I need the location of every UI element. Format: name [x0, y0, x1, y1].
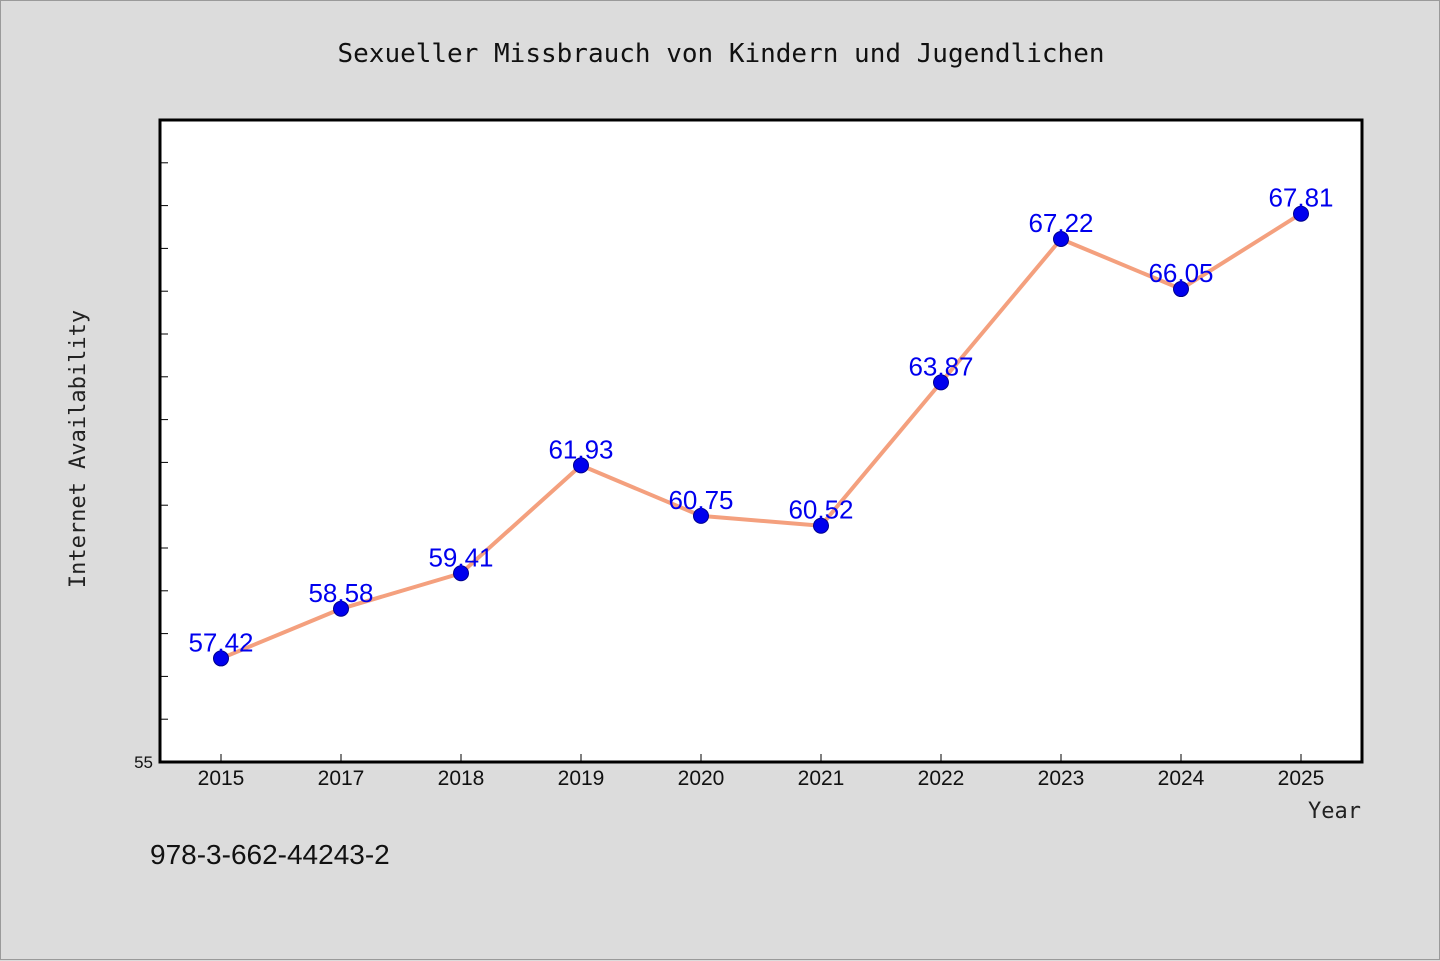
x-tick-label: 2019	[558, 767, 605, 790]
x-tick-label: 2021	[798, 767, 845, 790]
data-point-marker	[933, 374, 949, 391]
y-axis-label: Internet Availability	[66, 310, 91, 588]
x-tick-label: 2017	[318, 767, 365, 790]
data-point-marker	[1293, 205, 1309, 222]
isbn-footer: 978-3-662-44243-2	[150, 839, 390, 870]
series-markers	[213, 205, 1309, 667]
data-label: 66.05	[1148, 258, 1213, 288]
data-label: 67.81	[1268, 183, 1333, 213]
data-label: 63.87	[908, 351, 973, 381]
x-tick-label: 2020	[678, 767, 725, 790]
data-label: 59.41	[428, 542, 493, 572]
data-labels: 57.42 58.58 59.41 61.93 60.75 60.52 63.87 67.22…	[188, 183, 1333, 658]
y-tick-label: 55	[134, 753, 153, 772]
x-axis-label: Year	[1308, 799, 1361, 824]
data-label: 57.42	[188, 627, 253, 657]
x-tick-label: 2023	[1038, 767, 1085, 790]
x-tick-labels: 2015 2017 2018 2019 2020 2021 2022 2023 2024 2025	[198, 767, 1325, 790]
data-point-marker	[573, 457, 589, 474]
x-axis-ticks	[220, 754, 1302, 762]
data-point-marker	[693, 507, 709, 524]
data-label: 58.58	[308, 578, 373, 608]
data-point-marker	[213, 650, 229, 667]
chart-title: Sexueller Missbrauch von Kindern und Jug…	[337, 39, 1104, 69]
x-tick-label: 2015	[198, 767, 245, 790]
data-label: 60.75	[668, 485, 733, 515]
data-point-marker	[333, 600, 349, 617]
x-tick-label: 2025	[1278, 767, 1325, 790]
series-line	[220, 212, 1303, 661]
data-point-marker	[453, 565, 469, 582]
data-point-marker	[813, 517, 829, 534]
data-label: 61.93	[548, 434, 613, 464]
plot-area	[158, 118, 1364, 764]
series-line-group	[220, 212, 1303, 661]
x-tick-label: 2024	[1158, 767, 1205, 790]
data-label: 60.52	[788, 495, 853, 525]
data-point-marker	[1173, 281, 1189, 298]
x-tick-label: 2022	[918, 767, 965, 790]
data-point-marker	[1053, 230, 1069, 247]
y-axis-ticks	[160, 162, 168, 720]
data-label: 67.22	[1028, 208, 1093, 238]
x-tick-label: 2018	[438, 767, 485, 790]
